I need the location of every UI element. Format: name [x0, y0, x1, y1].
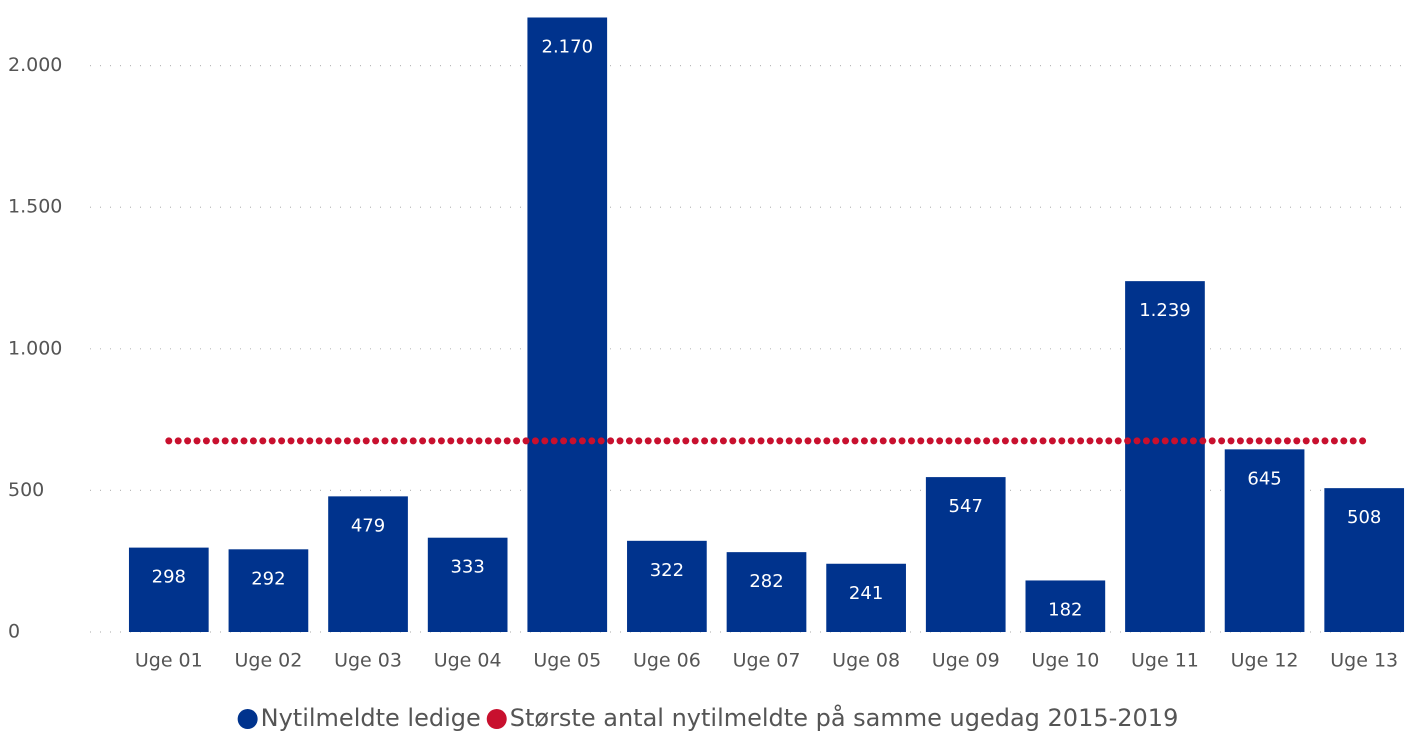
value-label: 241	[849, 583, 883, 604]
value-label: 508	[1347, 507, 1381, 528]
bar	[427, 537, 508, 632]
bar	[1125, 281, 1205, 632]
y-tick-label: 2.000	[8, 54, 62, 76]
value-label: 2.170	[542, 36, 594, 57]
bar	[726, 552, 807, 632]
value-label: 645	[1247, 468, 1281, 489]
x-tick-label: Uge 07	[733, 650, 801, 672]
x-tick-label: Uge 11	[1131, 650, 1199, 672]
value-label: 282	[749, 571, 783, 592]
x-tick-label: Uge 06	[633, 650, 701, 672]
value-label: 298	[152, 567, 186, 588]
x-tick-label: Uge 12	[1231, 650, 1299, 672]
y-tick-label: 1.500	[8, 196, 62, 218]
legend-label: Nytilmeldte ledige	[261, 704, 481, 732]
bar	[228, 549, 309, 632]
legend-marker	[237, 709, 258, 729]
x-tick-label: Uge 05	[533, 650, 601, 672]
bar	[1324, 488, 1405, 632]
bar	[527, 17, 608, 632]
y-tick-label: 500	[8, 479, 44, 501]
bar	[128, 547, 209, 632]
x-tick-label: Uge 01	[135, 650, 203, 672]
x-tick-label: Uge 09	[932, 650, 1000, 672]
bar	[627, 540, 707, 632]
bar	[826, 563, 906, 632]
value-label: 547	[949, 496, 983, 517]
x-tick-label: Uge 13	[1330, 650, 1398, 672]
bar	[328, 496, 408, 632]
bar	[1025, 580, 1106, 632]
x-tick-label: Uge 03	[334, 650, 402, 672]
value-label: 1.239	[1139, 300, 1191, 321]
value-label: 479	[351, 515, 385, 536]
y-tick-label: 1.000	[8, 337, 62, 359]
y-tick-label: 0	[8, 621, 20, 643]
legend-label: Største antal nytilmeldte på samme ugeda…	[510, 703, 1179, 732]
x-tick-label: Uge 08	[832, 650, 900, 672]
bar	[925, 477, 1006, 632]
value-label: 292	[251, 568, 285, 589]
x-tick-label: Uge 04	[434, 650, 502, 672]
value-label: 322	[650, 560, 684, 581]
legend-marker	[486, 709, 507, 729]
bar	[1224, 449, 1305, 632]
value-label: 182	[1048, 599, 1082, 620]
x-tick-label: Uge 02	[234, 650, 302, 672]
value-label: 333	[450, 557, 484, 578]
x-tick-label: Uge 10	[1031, 650, 1099, 672]
